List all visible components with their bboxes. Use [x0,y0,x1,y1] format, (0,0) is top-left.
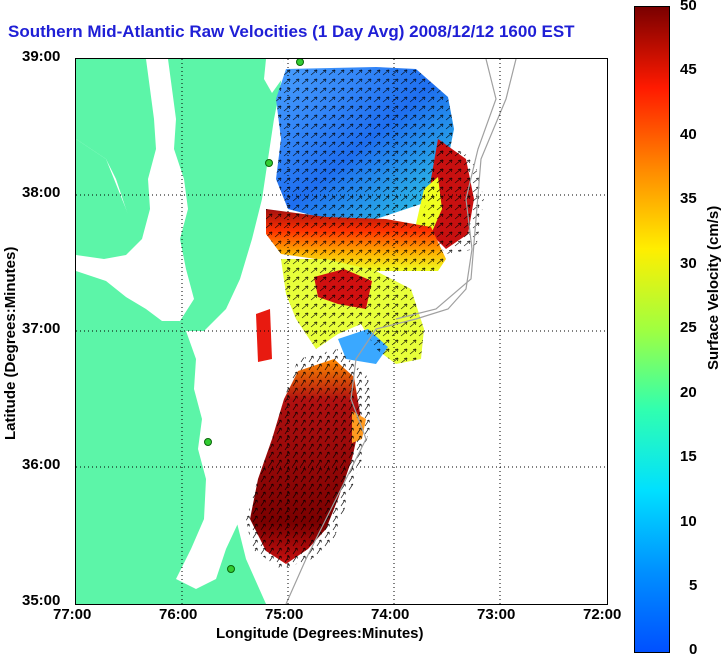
bathymetry-contours [285,59,517,604]
colorbar-title: Surface Velocity (cm/s) [705,205,722,370]
colorbar-tick-label: 10 [680,513,697,530]
x-tick-label: 75:00 [265,606,304,623]
x-tick-label: 72:00 [583,606,622,623]
colorbar [634,6,670,653]
y-tick-label: 37:00 [22,320,61,337]
vectors-south [246,349,372,569]
x-tick-label: 74:00 [371,606,410,623]
station-marker [296,59,304,66]
contour-shelf-break [285,59,497,604]
pamlico-sound [176,359,244,589]
colorbar-tick-label: 35 [680,190,697,207]
x-tick-label: 77:00 [53,606,92,623]
colorbar-tick-label: 20 [680,384,697,401]
velocity-patch-west-red [256,309,272,362]
y-tick-label: 38:00 [22,184,61,201]
colorbar-tick-label: 30 [680,255,697,272]
radar-stations [204,59,304,573]
colorbar-tick-label: 50 [680,0,697,14]
vectors-band [266,209,446,271]
colorbar-tick-label: 45 [680,61,697,78]
vectors-middle [281,259,424,364]
lat-lon-grid [76,59,607,604]
chesapeake-bay [76,59,194,321]
x-axis-title: Longitude (Degrees:Minutes) [216,625,424,642]
map-plot-area [75,58,608,605]
x-tick-label: 76:00 [159,606,198,623]
colorbar-gradient [635,7,669,652]
y-tick-label: 39:00 [22,48,61,65]
station-marker [265,159,273,167]
colorbar-tick-label: 0 [689,641,698,658]
colorbar-tick-label: 25 [680,319,697,336]
y-tick-label: 35:00 [22,592,61,609]
map-svg [76,59,607,604]
x-tick-label: 73:00 [477,606,516,623]
vectors-north [276,67,454,219]
velocity-vectors [246,67,484,569]
station-marker [227,565,235,573]
y-tick-label: 36:00 [22,456,61,473]
delaware-bay [264,59,284,93]
colorbar-tick-label: 15 [680,448,697,465]
vectors-east [421,139,484,254]
colorbar-tick-label: 40 [680,126,697,143]
map-title: Southern Mid-Atlantic Raw Velocities (1 … [8,22,575,41]
contour-deep [395,59,517,320]
station-marker [204,438,212,446]
y-axis-title: Latitude (Degrees:Minutes) [2,246,19,440]
colorbar-tick-label: 5 [689,577,698,594]
